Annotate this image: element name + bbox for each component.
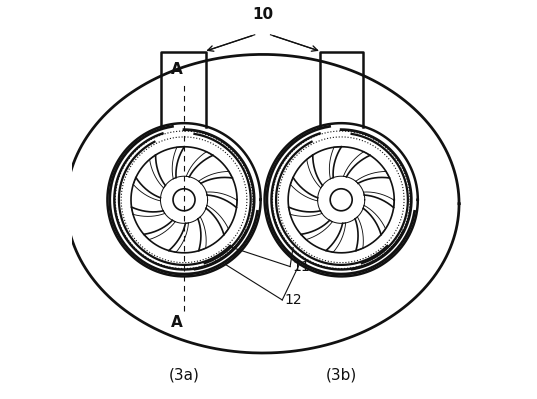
Text: (3b): (3b) — [325, 367, 357, 382]
Text: A: A — [171, 62, 183, 77]
Text: (3a): (3a) — [169, 367, 199, 382]
Circle shape — [330, 189, 352, 211]
Circle shape — [173, 189, 195, 211]
Text: 12: 12 — [284, 293, 302, 307]
Text: 10: 10 — [252, 7, 273, 22]
Text: A: A — [171, 315, 183, 330]
Text: 11: 11 — [292, 260, 310, 274]
